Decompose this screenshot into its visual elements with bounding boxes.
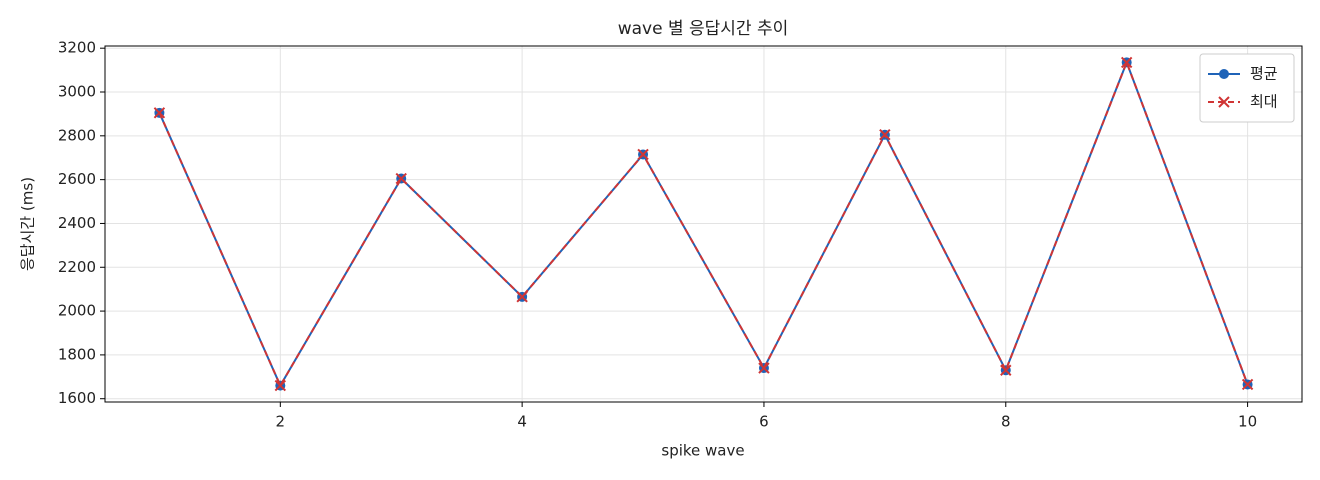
marker <box>1000 364 1012 376</box>
marker-x <box>1000 364 1012 376</box>
y-axis-label: 응답시간 (ms) <box>19 177 37 271</box>
marker-x <box>516 291 528 303</box>
x-tick-label: 8 <box>1001 413 1011 431</box>
marker-x <box>1120 56 1133 69</box>
series-line <box>158 59 1249 388</box>
x-tick-label: 10 <box>1238 413 1257 431</box>
marker <box>153 107 166 119</box>
y-tick-label: 2800 <box>58 126 96 144</box>
marker <box>1219 69 1229 79</box>
y-tick-label: 1800 <box>58 345 96 363</box>
y-tick-label: 2000 <box>58 302 96 320</box>
marker <box>1218 96 1230 108</box>
x-tick-label: 6 <box>759 413 769 431</box>
marker-x <box>1241 378 1254 391</box>
marker <box>395 172 407 185</box>
marker-x <box>395 172 407 185</box>
y-tick-label: 1600 <box>58 389 96 407</box>
y-tick-label: 2600 <box>58 170 96 188</box>
marker <box>879 129 891 141</box>
plot-frame <box>104 45 1303 403</box>
chart-title: wave 별 응답시간 추이 <box>618 19 789 39</box>
legend-frame <box>1199 53 1295 123</box>
marker <box>274 379 287 392</box>
marker <box>758 362 770 374</box>
marker-x <box>758 362 770 374</box>
marker <box>1120 56 1133 69</box>
marker-x <box>879 129 891 141</box>
y-tick-label: 3000 <box>58 83 96 101</box>
marker-x <box>637 148 649 161</box>
y-tick-label: 3200 <box>58 39 96 57</box>
y-tick-label: 2400 <box>58 214 96 232</box>
x-axis-label: spike wave <box>661 442 744 460</box>
marker <box>637 148 649 161</box>
marker-x <box>274 379 287 392</box>
legend-label: 최대 <box>1250 93 1278 111</box>
marker <box>516 291 528 303</box>
x-tick-label: 4 <box>517 413 527 431</box>
y-tick-label: 2200 <box>58 258 96 276</box>
marker <box>1241 378 1254 391</box>
marker-x <box>153 107 166 119</box>
legend-label: 평균 <box>1250 65 1278 83</box>
marker-x <box>1218 96 1230 108</box>
series-line <box>158 59 1249 388</box>
x-tick-label: 2 <box>276 413 286 431</box>
